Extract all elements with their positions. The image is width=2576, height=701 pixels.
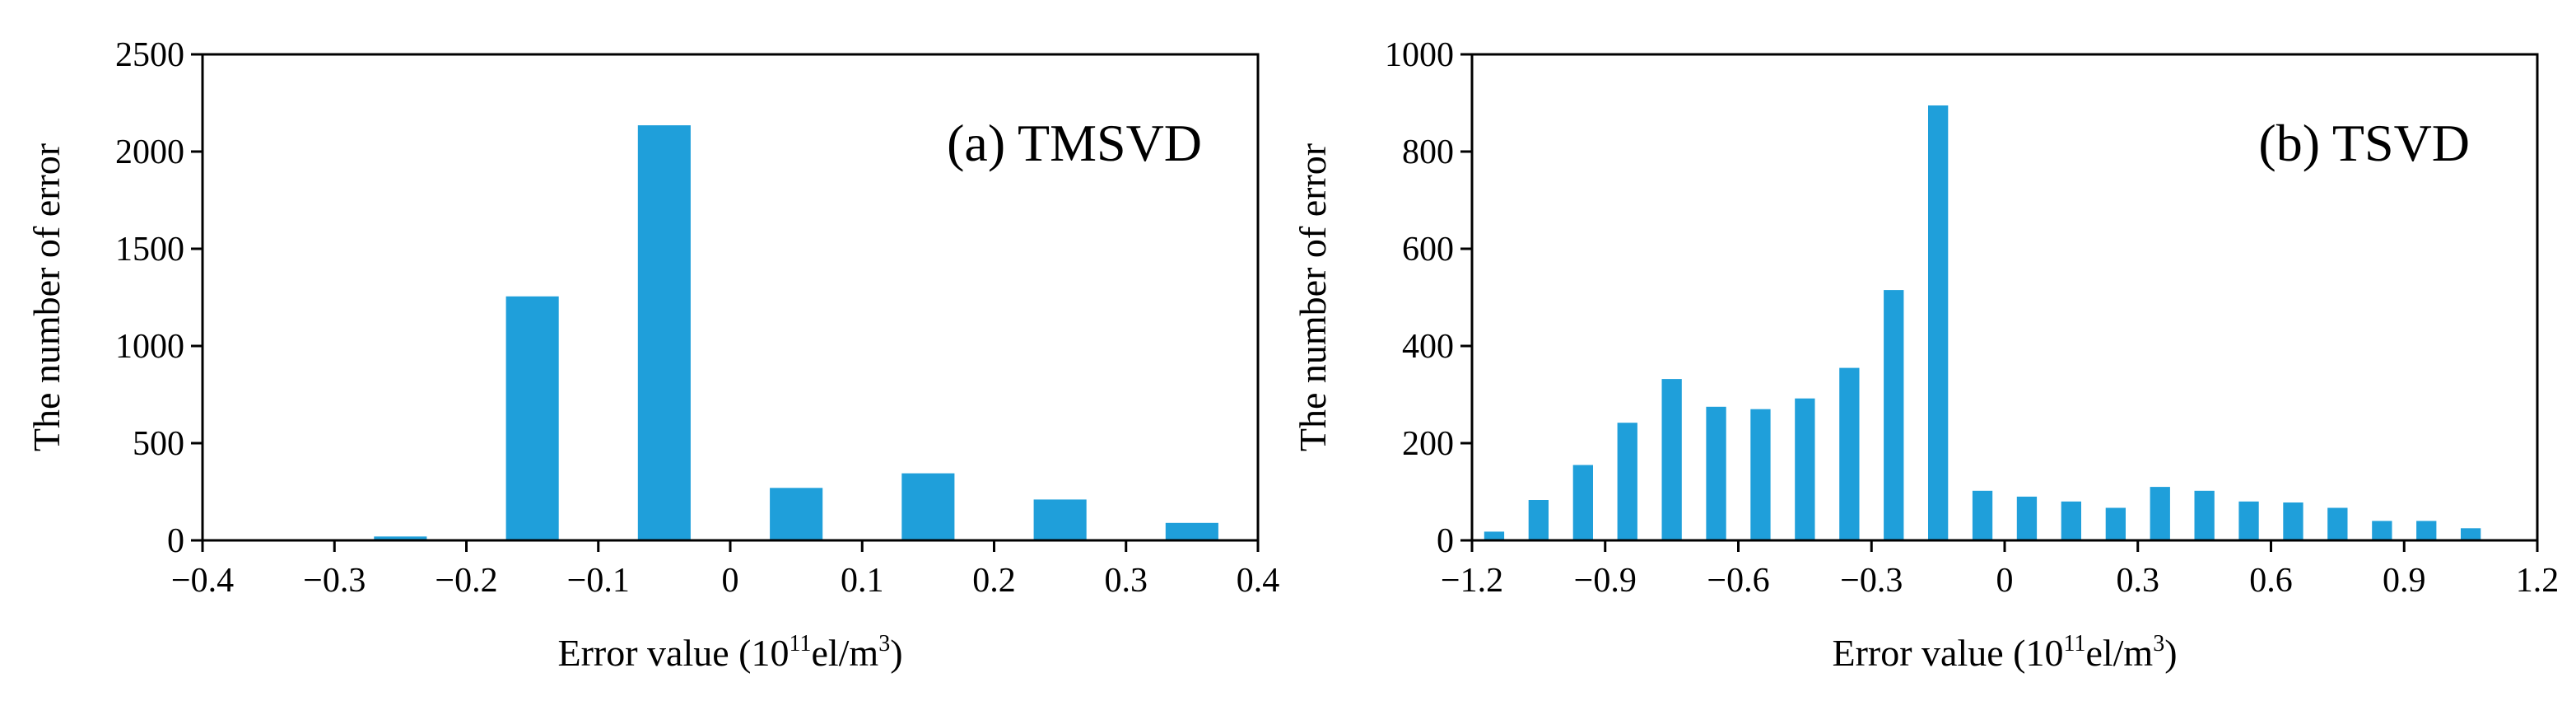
- chart-a-xtick-label: −0.3: [303, 562, 366, 600]
- chart-a-bar: [770, 488, 823, 540]
- chart-b-ytick-label: 600: [1402, 231, 1454, 269]
- chart-a-ylabel: The number of error: [26, 143, 68, 451]
- chart-b-xlabel-sup: 11: [2063, 631, 2085, 657]
- chart-b-bar: [2283, 502, 2303, 540]
- chart-b-bar: [1484, 531, 1505, 540]
- chart-b-ytick-label: 0: [1437, 522, 1454, 560]
- chart-b-bar: [2238, 501, 2259, 540]
- chart-a-bar: [505, 296, 559, 540]
- chart-b-bar: [2194, 490, 2215, 540]
- chart-a-ytick-label: 2500: [115, 36, 184, 74]
- chart-a-xtick-label: −0.2: [435, 562, 497, 600]
- chart-b-ytick-label: 400: [1402, 328, 1454, 366]
- chart-a-bar: [374, 536, 427, 540]
- chart-b-xlabel: Error value (1011el/m3): [1832, 631, 2177, 674]
- chart-a-xtick-label: −0.4: [171, 562, 234, 600]
- chart-a-xlabel-sup2: 3: [878, 631, 890, 657]
- chart-a-ytick-label: 2000: [115, 133, 184, 171]
- chart-a-bar: [901, 473, 955, 540]
- chart-b-bars: [1484, 105, 2481, 541]
- chart-a-xlabel: Error value (1011el/m3): [557, 631, 902, 674]
- chart-b-bar: [2061, 501, 2081, 540]
- chart-b-xlabel-prefix: Error value (10: [1832, 632, 2063, 674]
- chart-b-title: (b) TSVD: [2258, 114, 2470, 172]
- chart-a-plot-frame: [201, 53, 1260, 542]
- chart-b-bar: [1661, 379, 1682, 540]
- chart-b-bar: [2105, 507, 2126, 540]
- chart-b-bar: [1928, 105, 1949, 540]
- chart-b-ytick-label: 800: [1402, 133, 1454, 171]
- chart-b-bar: [2461, 528, 2481, 541]
- chart-b-xtick-label: −0.6: [1707, 562, 1769, 600]
- chart-b-plot-frame: [1470, 53, 2539, 542]
- chart-b-xlabel-suffix: ): [2164, 632, 2177, 674]
- chart-b-ylabel: The number of error: [1292, 143, 1334, 451]
- chart-a-xtick-label: 0.3: [1105, 562, 1148, 600]
- chart-a-yticks: 0 500 1000 1500 2000 2500: [115, 36, 203, 560]
- chart-b-yticks: 0 200 400 600 800 1000: [1385, 36, 1472, 560]
- chart-b-xlabel-sup2: 3: [2153, 631, 2164, 657]
- chart-b-xtick-label: 0.3: [2117, 562, 2160, 600]
- chart-a-xlabel-middle: el/m: [811, 632, 878, 674]
- chart-b-xtick-label: −0.3: [1840, 562, 1903, 600]
- chart-b-bar: [1972, 490, 1993, 540]
- chart-b-xtick-label: 0.9: [2383, 562, 2426, 600]
- chart-a-bar: [1033, 499, 1087, 540]
- chart-b-xtick-label: 0.6: [2249, 562, 2293, 600]
- chart-a-xtick-label: 0: [722, 562, 739, 600]
- chart-b-xlabel-middle: el/m: [2085, 632, 2153, 674]
- chart-b-ytick-label: 1000: [1385, 36, 1454, 74]
- chart-b-bar: [2150, 487, 2170, 540]
- chart-b-xtick-label: −1.2: [1441, 562, 1503, 600]
- chart-a-ytick-label: 500: [133, 425, 184, 463]
- chart-b: −1.2 −0.9 −0.6 −0.3 0 0.3 0.6 0.9 1.2 0 200 400 600…: [1292, 36, 2559, 674]
- chart-b-xtick-label: 0: [1996, 562, 2014, 600]
- chart-a-title: (a) TMSVD: [947, 114, 1202, 172]
- chart-a-bars: [374, 125, 1218, 540]
- chart-b-bar: [1706, 406, 1726, 541]
- chart-a-bar: [1165, 522, 1218, 540]
- chart-a-xlabel-sup: 11: [789, 631, 811, 657]
- chart-a-ytick-label: 1500: [115, 231, 184, 269]
- chart-a-xtick-label: 0.1: [841, 562, 884, 600]
- chart-b-xtick-label: −0.9: [1574, 562, 1637, 600]
- chart-a: −0.4 −0.3 −0.2 −0.1 0 0.1 0.2 0.3 0.4 0 500 1000 15…: [26, 36, 1279, 674]
- chart-a-xticks: −0.4 −0.3 −0.2 −0.1 0 0.1 0.2 0.3 0.4: [171, 540, 1279, 600]
- chart-b-bar: [1617, 423, 1637, 540]
- chart-b-bar: [1528, 500, 1549, 540]
- chart-b-bar: [2416, 521, 2437, 540]
- chart-b-bar: [1884, 290, 1904, 540]
- chart-b-bar: [2372, 521, 2392, 540]
- chart-b-xtick-label: 1.2: [2516, 562, 2560, 600]
- chart-b-bar: [1572, 465, 1593, 540]
- chart-b-ytick-label: 200: [1402, 425, 1454, 463]
- chart-a-xtick-label: 0.4: [1237, 562, 1280, 600]
- chart-b-bar: [1795, 398, 1815, 540]
- chart-a-bar: [637, 125, 691, 540]
- chart-a-ytick-label: 0: [167, 522, 184, 560]
- chart-a-xlabel-prefix: Error value (10: [557, 632, 789, 674]
- chart-b-xticks: −1.2 −0.9 −0.6 −0.3 0 0.3 0.6 0.9 1.2: [1441, 540, 2559, 600]
- chart-a-xlabel-suffix: ): [890, 632, 902, 674]
- chart-b-bar: [1750, 409, 1771, 540]
- chart-b-bar: [2016, 496, 2038, 540]
- chart-a-ytick-label: 1000: [115, 328, 184, 366]
- chart-b-bar: [2327, 507, 2348, 540]
- chart-b-bar: [1839, 367, 1860, 540]
- chart-a-xtick-label: 0.2: [972, 562, 1016, 600]
- chart-a-xtick-label: −0.1: [567, 562, 630, 600]
